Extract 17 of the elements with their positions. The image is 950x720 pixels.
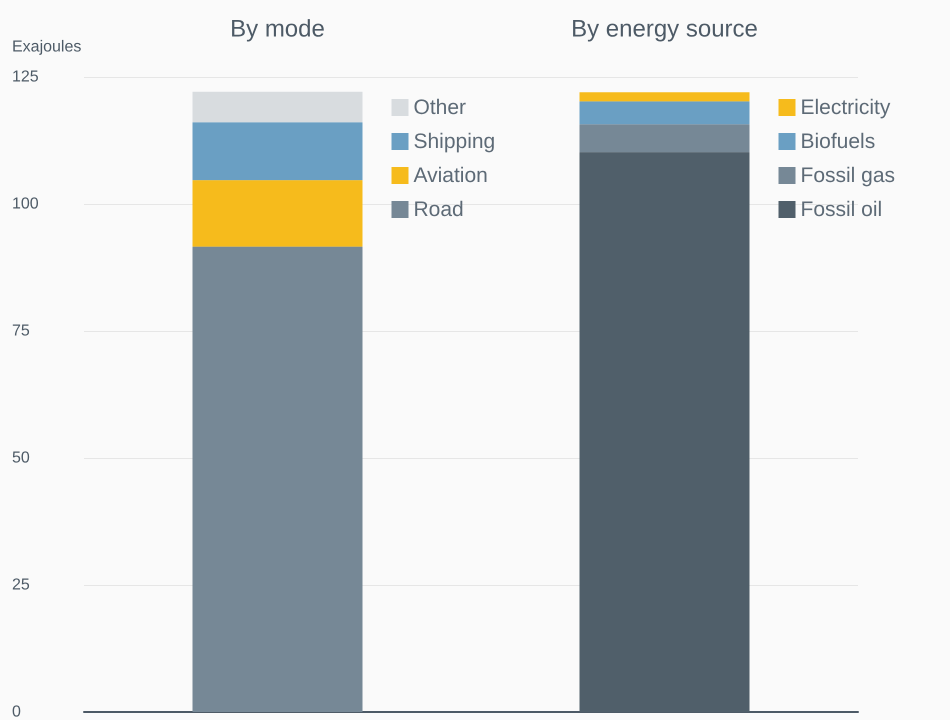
y-tick-label: 75 — [12, 322, 30, 340]
y-tick-label: 100 — [12, 196, 39, 212]
x-tick-label: By energy source — [571, 16, 758, 42]
legend-label: Other — [414, 96, 466, 119]
legend-label: Road — [414, 198, 464, 221]
y-tick-label: 125 — [12, 68, 39, 86]
y-axis-title: Exajoules — [12, 38, 82, 56]
legend-label: Aviation — [414, 164, 488, 187]
y-tick-label: 0 — [12, 704, 21, 720]
legend-label: Biofuels — [800, 130, 876, 153]
x-tick-label: By mode — [230, 16, 325, 42]
legend-label: Electricity — [800, 96, 891, 119]
y-tick-label: 25 — [12, 576, 30, 594]
legend-label: Fossil gas — [800, 164, 896, 187]
y-tick-label: 50 — [12, 450, 30, 466]
legend-label: Fossil oil — [800, 198, 882, 221]
legend-label: Shipping — [414, 130, 496, 153]
